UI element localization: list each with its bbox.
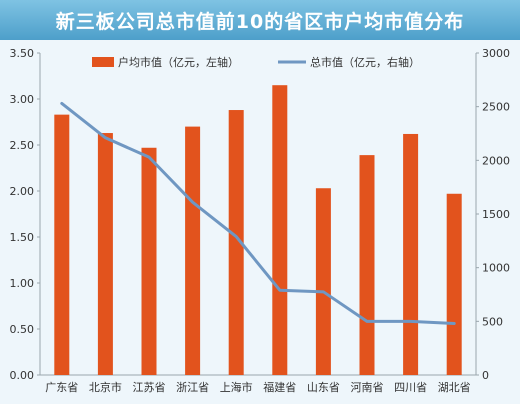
y-right-tick-label: 1000 — [482, 262, 510, 275]
bar-浙江省 — [185, 126, 201, 375]
x-tick-label: 上海市 — [220, 380, 253, 394]
y-left-tick-label: 2.00 — [10, 185, 35, 198]
legend-bar-swatch — [92, 57, 114, 67]
x-tick-label: 福建省 — [263, 380, 296, 394]
y-left-tick-label: 0.00 — [10, 369, 35, 382]
chart-svg: 0.00 0.50 1.00 1.50 2.00 2.50 3.00 3.50 0 500 1000… — [10, 47, 511, 394]
x-tick-label: 河南省 — [351, 381, 384, 394]
bar-江苏省 — [141, 147, 157, 375]
x-tick-label: 江苏省 — [133, 381, 166, 394]
y-left-tick-label: 0.50 — [10, 323, 35, 336]
bar-山东省 — [315, 188, 331, 375]
bar-广东省 — [54, 114, 70, 375]
x-tick-label: 北京市 — [89, 380, 122, 394]
y-right-tick-label: 2500 — [482, 101, 510, 114]
bar-四川省 — [403, 133, 419, 375]
y-right-tick-label: 0 — [482, 369, 489, 382]
y-right-tick-label: 500 — [482, 315, 503, 328]
y-left-tick-label: 3.50 — [10, 47, 35, 60]
x-tick-label: 广东省 — [45, 381, 78, 394]
x-tick-label: 湖北省 — [438, 381, 471, 394]
bar-湖北省 — [446, 193, 462, 375]
total-value-line — [60, 101, 456, 325]
x-tick-label: 四川省 — [394, 381, 427, 394]
x-tick-label: 山东省 — [307, 381, 340, 394]
bar-上海市 — [228, 110, 244, 375]
chart-title: 新三板公司总市值前10的省区市户均市值分布 — [55, 10, 465, 33]
legend-line-label: 总市值（亿元，右轴） — [310, 55, 420, 69]
bar-北京市 — [97, 133, 113, 375]
legend-bar-label: 户均市值（亿元，左轴） — [118, 55, 239, 69]
y-left-tick-label: 3.00 — [10, 93, 35, 106]
bar-河南省 — [359, 155, 375, 375]
y-right-tick-label: 3000 — [482, 47, 510, 60]
y-left-tick-label: 2.50 — [10, 139, 35, 152]
chart-title-bar: 新三板公司总市值前10的省区市户均市值分布 — [0, 0, 520, 40]
x-tick-label: 浙江省 — [176, 381, 209, 394]
y-right-tick-label: 1500 — [482, 208, 510, 221]
y-left-tick-label: 1.00 — [10, 277, 35, 290]
bar-福建省 — [272, 85, 288, 375]
y-right-tick-label: 2000 — [482, 154, 510, 167]
y-left-tick-label: 1.50 — [10, 231, 35, 244]
